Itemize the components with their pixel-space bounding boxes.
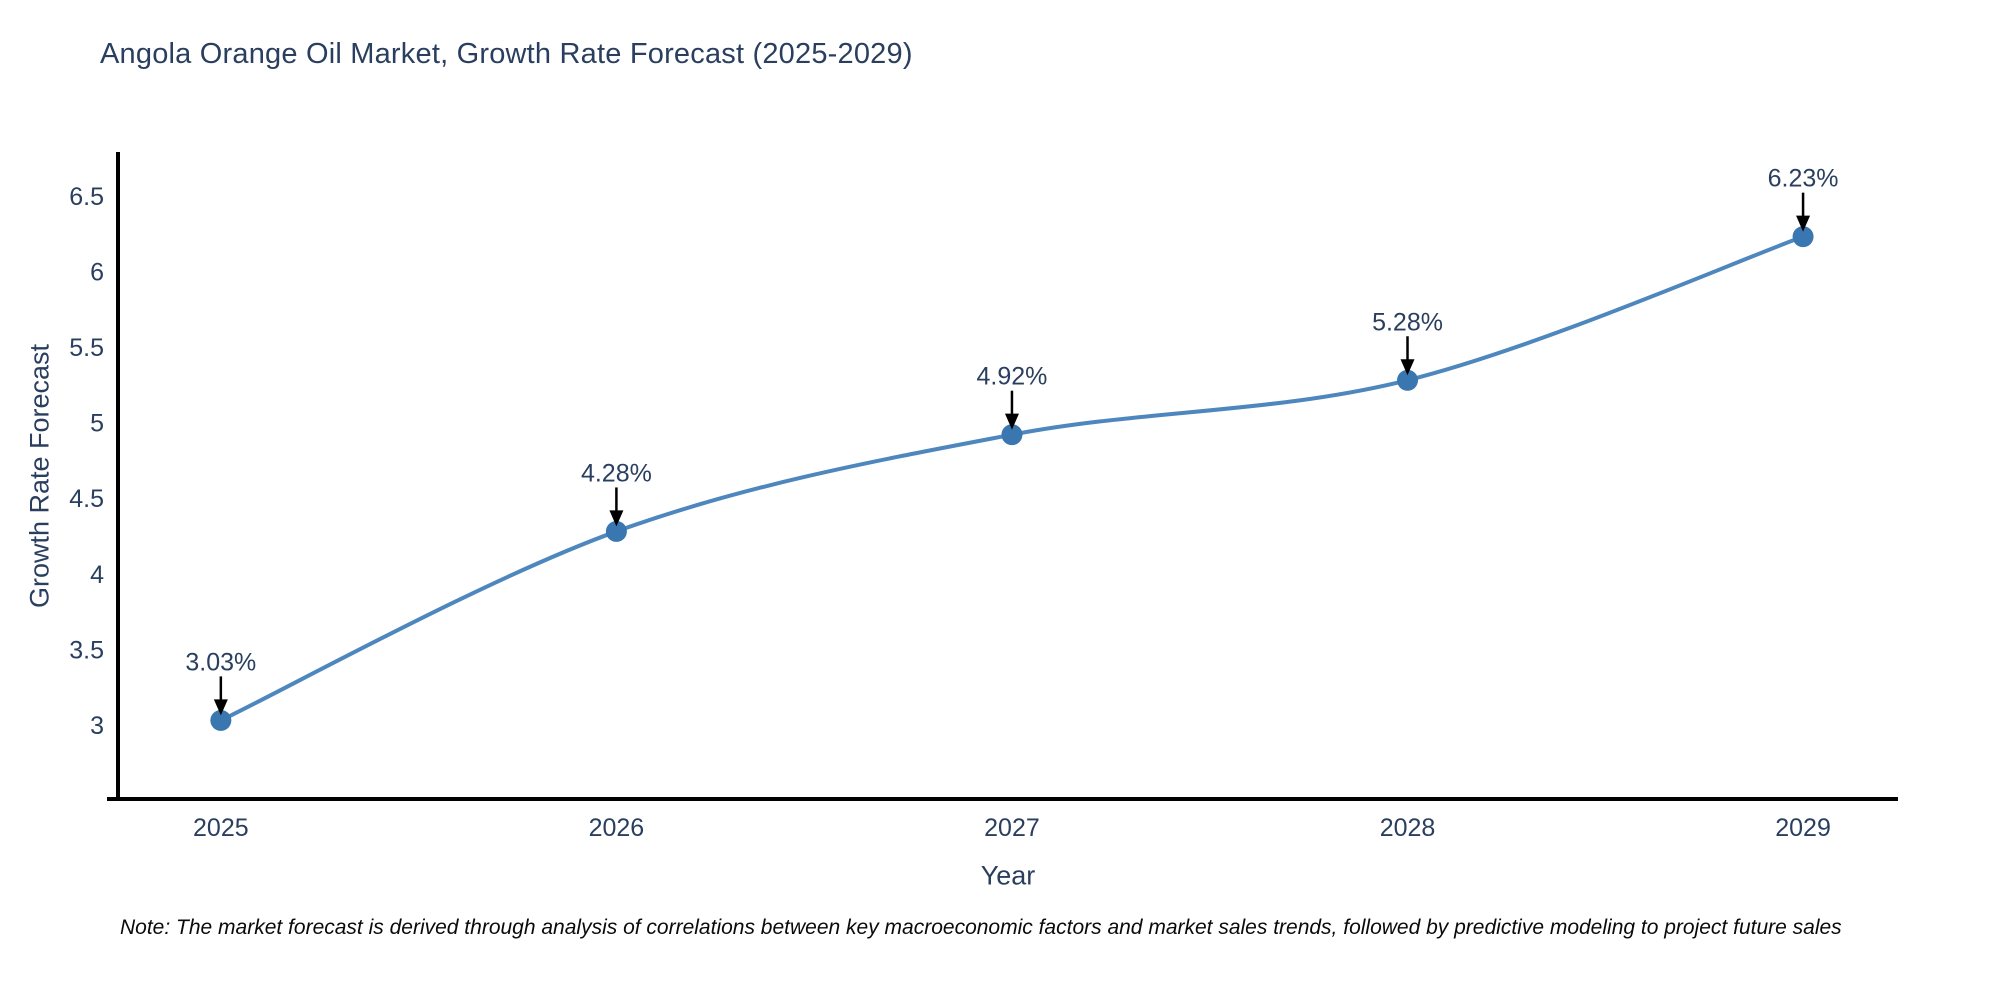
data-point-marker[interactable]: [210, 709, 232, 731]
annotation-arrowhead-icon: [609, 510, 624, 527]
point-value-label: 3.03%: [185, 648, 256, 676]
x-tick-label: 2029: [1775, 814, 1831, 842]
data-point-marker[interactable]: [1001, 424, 1023, 446]
annotation-arrowhead-icon: [1004, 413, 1019, 430]
data-point-marker[interactable]: [1397, 369, 1419, 391]
x-tick-label: 2027: [984, 814, 1040, 842]
annotation-arrowhead-icon: [1400, 359, 1415, 376]
data-point-marker[interactable]: [1792, 226, 1814, 248]
y-tick-label: 6.5: [69, 183, 104, 211]
point-value-label: 4.92%: [977, 363, 1048, 391]
point-value-label: 5.28%: [1372, 308, 1443, 336]
annotation-arrowhead-icon: [213, 699, 228, 716]
annotation-arrowhead-icon: [1796, 215, 1811, 232]
y-tick-label: 5: [90, 410, 104, 438]
y-tick-label: 6: [90, 258, 104, 286]
footnote: Note: The market forecast is derived thr…: [120, 916, 1842, 939]
x-axis-title: Year: [980, 860, 1036, 891]
y-tick-label: 3.5: [69, 636, 104, 664]
data-point-marker[interactable]: [605, 520, 627, 542]
y-tick-label: 3: [90, 712, 104, 740]
x-tick-label: 2025: [193, 814, 249, 842]
point-value-label: 4.28%: [581, 459, 652, 487]
y-tick-label: 4: [90, 561, 104, 589]
y-tick-label: 4.5: [69, 485, 104, 513]
chart-title: Angola Orange Oil Market, Growth Rate Fo…: [100, 38, 913, 70]
x-tick-label: 2026: [589, 814, 645, 842]
y-tick-label: 5.5: [69, 334, 104, 362]
x-tick-label: 2028: [1380, 814, 1436, 842]
point-value-label: 6.23%: [1768, 165, 1839, 193]
series-line: [218, 234, 1806, 723]
